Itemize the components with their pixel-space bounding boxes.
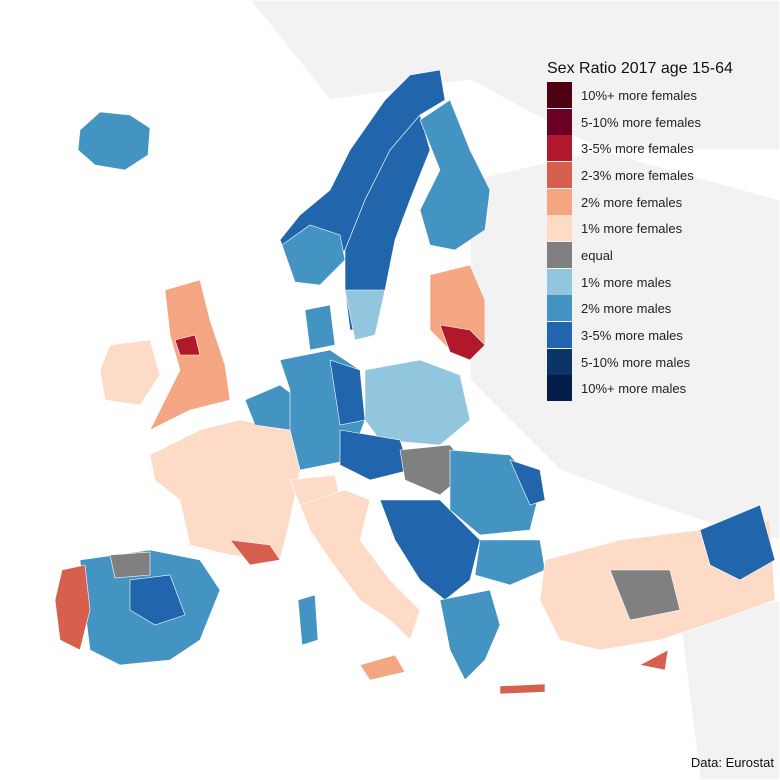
region-crete [499, 683, 546, 695]
legend-swatch [547, 268, 572, 296]
legend-label: 2% more females [581, 194, 683, 210]
legend-item: 1% more females [547, 215, 733, 243]
region-spain-north [109, 551, 151, 579]
region-poland [364, 359, 471, 446]
region-turkey-east [699, 504, 776, 581]
legend-label: 1% more females [581, 221, 683, 237]
legend-title: Sex Ratio 2017 age 15-64 [547, 60, 733, 77]
map-legend: Sex Ratio 2017 age 15-64 10%+ more femal… [547, 60, 733, 403]
legend-item: 10%+ more males [547, 375, 733, 403]
regions [54, 69, 776, 695]
legend-item: 2% more males [547, 295, 733, 323]
legend-swatch [547, 135, 572, 163]
legend-label: 2-3% more females [581, 167, 694, 183]
legend-item: 10%+ more females [547, 81, 733, 109]
legend-swatch [547, 348, 572, 376]
legend-swatch [547, 81, 572, 109]
legend-item: 5-10% more females [547, 108, 733, 136]
legend-label: 1% more males [581, 274, 672, 290]
legend-item: 2% more females [547, 188, 733, 216]
legend-swatch [547, 241, 572, 269]
region-portugal [54, 564, 91, 651]
legend-item: 3-5% more females [547, 135, 733, 163]
legend-item: equal [547, 241, 733, 269]
region-czech-austria [339, 429, 411, 481]
legend-label: 3-5% more females [581, 141, 694, 157]
region-uk-north [174, 334, 201, 356]
legend-item: 3-5% more males [547, 322, 733, 350]
region-iceland [77, 111, 151, 171]
region-lithuania [439, 324, 486, 361]
legend-item: 5-10% more males [547, 348, 733, 376]
legend-swatch [547, 295, 572, 323]
region-italy [299, 489, 421, 641]
legend-swatch [547, 322, 572, 350]
legend-label: 10%+ more females [581, 87, 697, 103]
legend-swatch [547, 108, 572, 136]
region-balkans [379, 499, 481, 601]
region-finland [419, 99, 491, 251]
legend-label: 2% more males [581, 301, 672, 317]
region-sardinia [297, 594, 319, 646]
legend-label: 10%+ more males [581, 381, 687, 397]
legend-item: 2-3% more females [547, 161, 733, 189]
legend-label: 5-10% more males [581, 354, 691, 370]
data-source-caption: Data: Eurostat [690, 755, 774, 770]
region-bulgaria [474, 539, 546, 586]
region-sweden-south [344, 289, 386, 341]
region-moldova-east [509, 459, 546, 506]
region-cyprus [639, 649, 669, 671]
legend-item: 1% more males [547, 268, 733, 296]
region-denmark [304, 304, 336, 351]
region-ireland [99, 339, 161, 406]
region-france [149, 419, 301, 561]
region-turkey-central [609, 569, 681, 621]
legend-label: 3-5% more males [581, 328, 683, 344]
legend-swatch [547, 375, 572, 403]
legend-swatch [547, 188, 572, 216]
region-spain-center [129, 574, 186, 626]
legend-label: 5-10% more females [581, 114, 701, 130]
region-france-south [229, 539, 281, 566]
region-sweden [344, 114, 431, 331]
region-sicily [359, 654, 406, 681]
region-greece [439, 589, 501, 681]
legend-swatch [547, 215, 572, 243]
legend-swatch [547, 161, 572, 189]
legend-label: equal [581, 247, 613, 263]
